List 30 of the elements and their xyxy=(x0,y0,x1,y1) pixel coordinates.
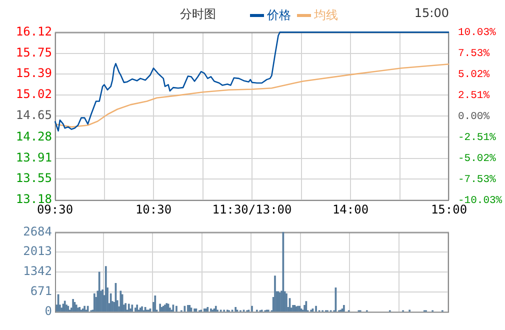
text: 15:00 xyxy=(414,6,449,20)
y-tick-label: 15.02 xyxy=(16,87,52,102)
y-tick-label: 2684 xyxy=(23,224,52,238)
y-tick-label: 13.91 xyxy=(16,150,52,164)
legend-label: 均线 xyxy=(314,7,338,24)
x-tick-label: 10:30 xyxy=(135,202,172,216)
legend-label: 价格 xyxy=(267,7,291,24)
y2-tick-label: -7.53% xyxy=(458,174,497,186)
y-tick-label: 13.55 xyxy=(16,171,52,186)
y-tick-label: 2013 xyxy=(23,244,52,258)
y2-tick-label: 7.53% xyxy=(458,48,490,60)
y-tick-label: 15.39 xyxy=(16,66,52,80)
y2-tick-label: 5.02% xyxy=(458,68,490,81)
x-tick-label: 11:30/13:00 xyxy=(212,202,292,216)
y-tick-label: 15.75 xyxy=(16,45,52,60)
x-tick-label: 15:00 xyxy=(430,202,468,216)
y-tick-label: 16.12 xyxy=(16,24,52,38)
y2-tick-label: 10.03% xyxy=(458,26,497,39)
y-tick-label: 1342 xyxy=(23,264,52,278)
y-tick-label: 14.65 xyxy=(16,108,52,122)
y2-tick-label: -2.51% xyxy=(458,132,497,144)
y2-tick-label: 0.00% xyxy=(458,110,490,123)
y-tick-label: 671 xyxy=(30,284,52,298)
x-tick-label: 09:30 xyxy=(36,202,74,216)
x-tick-label: 14:00 xyxy=(332,202,369,216)
y2-tick-label: -5.02% xyxy=(458,152,497,165)
y-tick-label: 14.28 xyxy=(16,129,52,144)
chart-title: 分时图 xyxy=(180,6,216,23)
y-tick-label: 0 xyxy=(44,304,52,318)
y2-tick-label: 2.51% xyxy=(458,90,490,102)
